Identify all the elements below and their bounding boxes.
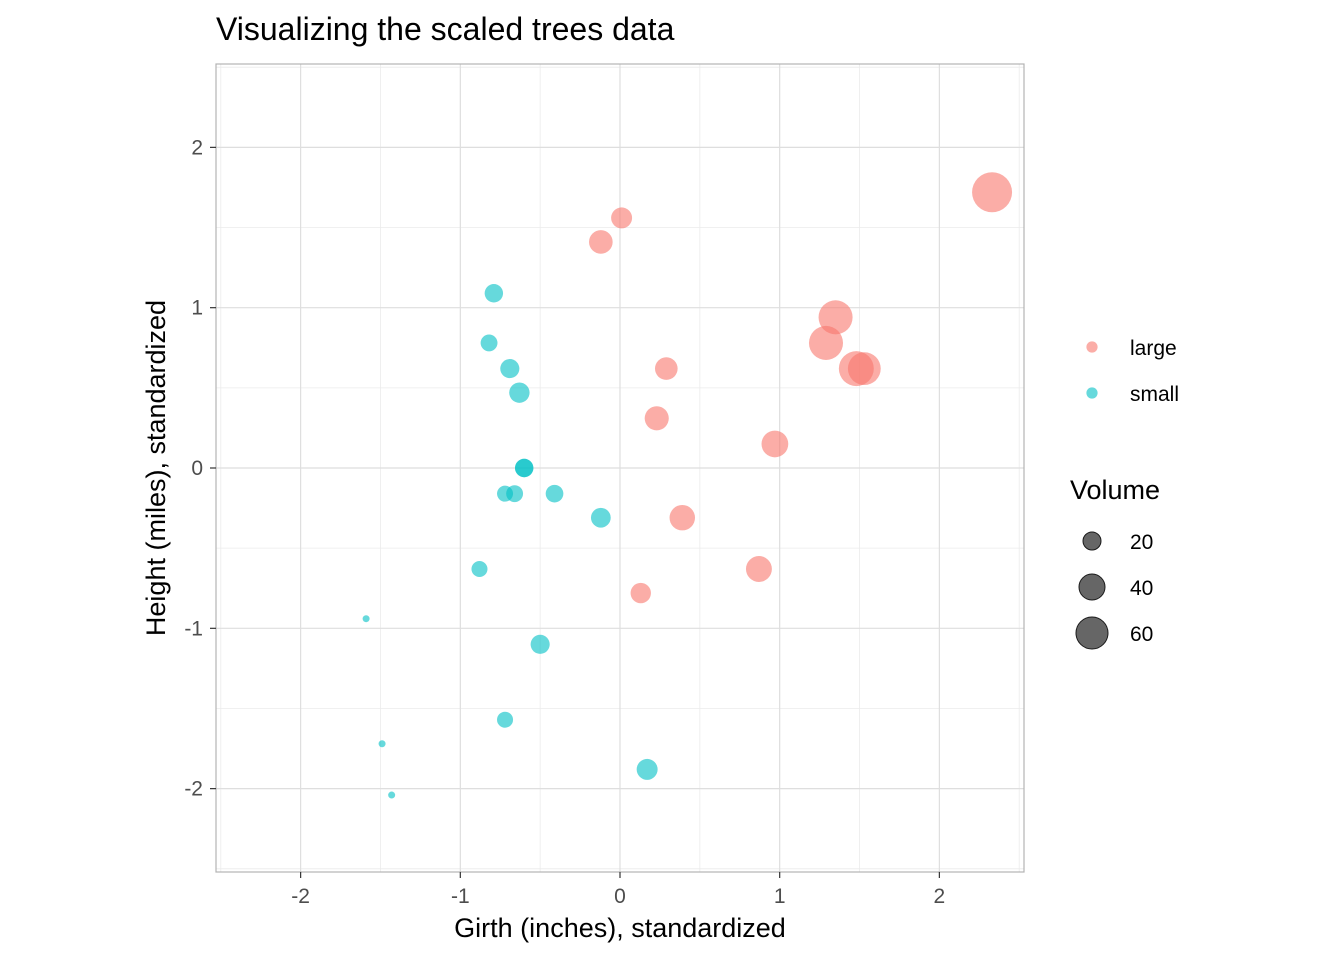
data-point-large xyxy=(818,300,853,335)
grid-major xyxy=(216,64,1024,872)
x-tick-label: 1 xyxy=(774,885,786,908)
data-point-small xyxy=(636,758,658,780)
data-point-small xyxy=(388,791,396,799)
legend-size-label-20: 20 xyxy=(1130,531,1153,554)
y-tick-label: -1 xyxy=(184,617,203,640)
data-point-small xyxy=(378,740,386,748)
data-point-small xyxy=(506,485,524,503)
x-tick-label: 0 xyxy=(614,885,626,908)
data-point-large xyxy=(761,430,789,458)
legend-size-label-40: 40 xyxy=(1130,577,1153,600)
x-axis: -2 -1 0 1 2 xyxy=(291,872,945,908)
x-tick-label: -2 xyxy=(291,885,310,908)
data-point-small xyxy=(471,560,488,578)
data-point-small xyxy=(500,359,520,379)
data-point-large xyxy=(611,207,633,229)
legend-size-title: Volume xyxy=(1070,475,1160,505)
data-point-large xyxy=(589,230,613,254)
data-point-small xyxy=(497,711,514,728)
x-axis-title: Girth (inches), standardized xyxy=(454,913,786,943)
data-point-small xyxy=(484,284,504,303)
data-point-large xyxy=(847,352,881,386)
data-point-large xyxy=(972,172,1013,213)
legend-size-label-60: 60 xyxy=(1130,623,1153,646)
legend-size-swatch-40 xyxy=(1078,573,1106,601)
y-tick-label: 0 xyxy=(191,457,203,480)
data-point-small xyxy=(545,484,564,503)
chart-title: Visualizing the scaled trees data xyxy=(216,11,675,47)
data-point-large xyxy=(630,582,651,604)
y-axis-title: Height (miles), standardized xyxy=(141,300,171,636)
data-point-small xyxy=(480,334,498,352)
x-tick-label: -1 xyxy=(451,885,470,908)
y-tick-label: 2 xyxy=(191,136,203,159)
data-point-large xyxy=(808,325,844,360)
data-point-small xyxy=(509,382,530,403)
points-layer xyxy=(362,172,1013,799)
legend: large small Volume 20 40 60 xyxy=(1070,337,1179,650)
data-point-small xyxy=(514,458,534,478)
legend-color-key: large small xyxy=(1086,337,1179,406)
legend-size-swatch-60 xyxy=(1075,616,1109,650)
legend-size-swatch-20 xyxy=(1082,531,1102,551)
legend-label-small: small xyxy=(1130,383,1179,406)
data-point-small xyxy=(590,507,611,528)
legend-size-key: Volume 20 40 60 xyxy=(1070,475,1160,650)
data-point-large xyxy=(655,357,678,380)
y-tick-label: -2 xyxy=(184,778,203,801)
y-tick-label: 1 xyxy=(191,297,203,320)
x-tick-label: 2 xyxy=(934,885,946,908)
data-point-small xyxy=(530,634,550,654)
data-point-large xyxy=(745,556,772,582)
data-point-large xyxy=(644,406,669,431)
legend-swatch-large xyxy=(1086,341,1098,353)
data-point-large xyxy=(669,504,696,531)
y-axis: -2 -1 0 1 2 xyxy=(184,136,216,801)
data-point-small xyxy=(362,615,370,623)
legend-swatch-small xyxy=(1086,387,1098,399)
legend-label-large: large xyxy=(1130,337,1177,360)
